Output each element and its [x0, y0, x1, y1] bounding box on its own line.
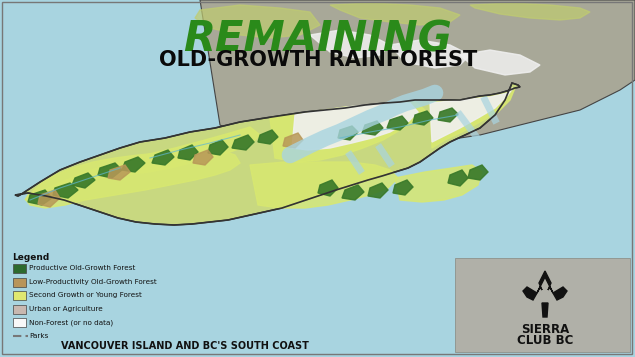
Polygon shape [193, 150, 213, 165]
Bar [455, 258, 630, 352]
Polygon shape [438, 108, 458, 122]
Polygon shape [368, 183, 388, 198]
Polygon shape [72, 173, 95, 188]
Polygon shape [430, 88, 513, 142]
Polygon shape [208, 140, 228, 155]
Bar [13, 277, 26, 287]
Polygon shape [342, 185, 364, 200]
Polygon shape [178, 145, 198, 160]
Bar [13, 305, 26, 313]
Polygon shape [122, 157, 145, 172]
Text: CLUB BC: CLUB BC [517, 334, 573, 347]
Polygon shape [152, 150, 174, 165]
Text: REMAINING: REMAINING [184, 18, 452, 60]
Bar [13, 318, 26, 327]
Bar [13, 291, 26, 300]
Polygon shape [330, 3, 460, 25]
Polygon shape [470, 3, 590, 20]
Polygon shape [318, 180, 338, 196]
Polygon shape [338, 126, 358, 140]
Polygon shape [38, 190, 60, 207]
Polygon shape [15, 83, 520, 225]
Polygon shape [310, 30, 390, 58]
Polygon shape [523, 287, 537, 300]
Polygon shape [395, 165, 482, 202]
Bar [13, 264, 26, 273]
Polygon shape [448, 170, 468, 186]
Text: Non-Forest (or no data): Non-Forest (or no data) [29, 319, 113, 326]
Text: OLD-GROWTH RAINFOREST: OLD-GROWTH RAINFOREST [159, 50, 477, 70]
Polygon shape [53, 183, 78, 198]
Polygon shape [468, 165, 488, 180]
Polygon shape [542, 303, 548, 317]
Text: SIERRA: SIERRA [521, 323, 569, 336]
Polygon shape [26, 148, 240, 208]
Polygon shape [270, 102, 425, 162]
Text: Parks: Parks [29, 333, 48, 339]
Polygon shape [258, 130, 278, 144]
Polygon shape [28, 190, 52, 205]
Polygon shape [553, 287, 567, 300]
Polygon shape [413, 111, 433, 125]
Text: Low-Productivity Old-Growth Forest: Low-Productivity Old-Growth Forest [29, 279, 157, 285]
Polygon shape [387, 116, 408, 130]
Polygon shape [25, 127, 260, 200]
Polygon shape [98, 163, 122, 178]
Text: Urban or Agriculture: Urban or Agriculture [29, 306, 103, 312]
Polygon shape [362, 121, 383, 135]
Bar [8, 248, 198, 346]
Polygon shape [393, 180, 413, 195]
Polygon shape [390, 40, 470, 68]
Text: Productive Old-Growth Forest: Productive Old-Growth Forest [29, 266, 135, 272]
Text: VANCOUVER ISLAND AND BC'S SOUTH COAST: VANCOUVER ISLAND AND BC'S SOUTH COAST [61, 341, 309, 351]
Polygon shape [200, 0, 635, 153]
Polygon shape [430, 88, 515, 148]
Polygon shape [250, 162, 398, 208]
Polygon shape [232, 135, 254, 150]
Text: Legend: Legend [12, 253, 50, 262]
Polygon shape [108, 165, 130, 180]
Polygon shape [460, 50, 540, 75]
Polygon shape [195, 5, 320, 38]
Polygon shape [283, 133, 303, 148]
Polygon shape [292, 103, 418, 150]
Text: Second Growth or Young Forest: Second Growth or Young Forest [29, 292, 142, 298]
Polygon shape [537, 271, 553, 293]
